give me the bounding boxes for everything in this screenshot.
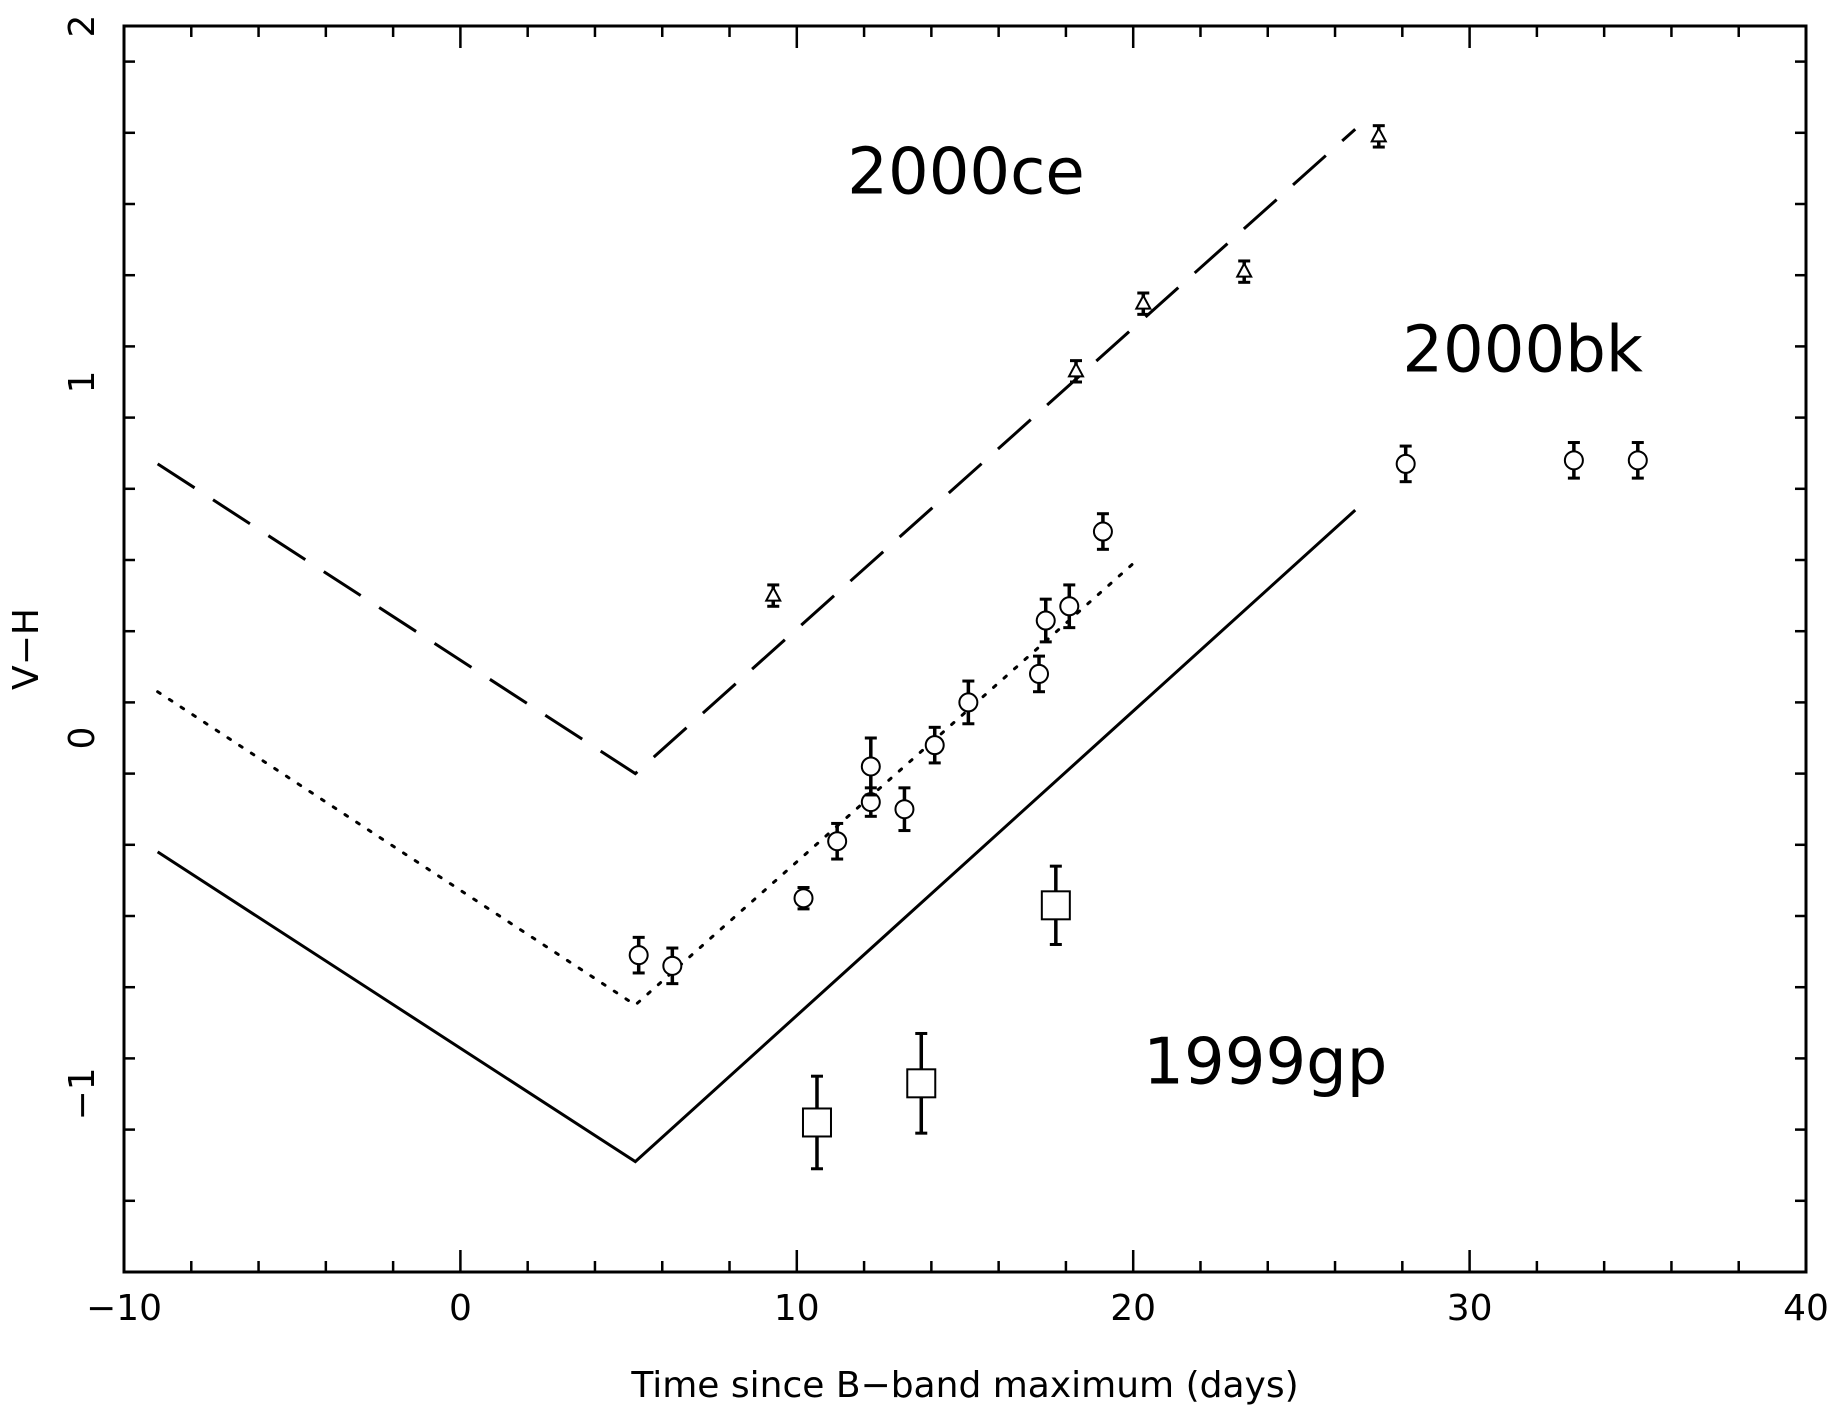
triangle-marker	[1235, 261, 1253, 278]
circle-marker	[1029, 663, 1050, 684]
data-point-2000ce	[1134, 291, 1152, 316]
data-point-1999gp	[1040, 864, 1071, 946]
square-marker	[801, 1107, 832, 1138]
y-tick-label: 0	[62, 727, 103, 750]
circle-marker	[1092, 521, 1113, 542]
data-point-2000ce	[1370, 124, 1388, 149]
square-marker	[1040, 890, 1071, 921]
data-point-2000bk	[894, 786, 915, 833]
circle-marker	[1035, 610, 1056, 631]
square-marker	[906, 1068, 937, 1099]
data-point-2000bk	[1563, 441, 1584, 480]
data-point-2000bk	[1029, 654, 1050, 694]
triangle-marker	[1067, 361, 1085, 378]
circle-marker	[628, 945, 649, 966]
circle-marker	[793, 888, 814, 909]
series-annotations: 2000ce 2000bk 1999gp	[847, 135, 1643, 1099]
data-point-2000bk	[793, 886, 814, 911]
circle-marker	[958, 692, 979, 713]
data-point-2000ce	[1235, 259, 1253, 284]
y-tick-label: −1	[62, 1067, 103, 1120]
data-point-2000bk	[827, 821, 848, 861]
data-point-2000bk	[958, 679, 979, 726]
model-line-2000ce	[156, 128, 1357, 776]
model-curves	[156, 128, 1357, 1164]
triangle-marker	[764, 585, 782, 602]
x-tick-label: 20	[1110, 1288, 1156, 1329]
x-tick-label: −10	[86, 1288, 162, 1329]
y-tick-label: 1	[62, 371, 103, 394]
x-tick-label: 0	[449, 1288, 472, 1329]
data-point-2000bk	[1035, 597, 1056, 644]
data-point-2000bk	[1092, 512, 1113, 551]
circle-marker	[1059, 596, 1080, 617]
triangle-marker	[1370, 126, 1388, 143]
circle-marker	[1563, 450, 1584, 471]
data-point-2000bk	[628, 935, 649, 975]
data-point-2000bk	[860, 736, 881, 797]
data-point-2000ce	[1067, 359, 1085, 384]
data-point-1999gp	[906, 1031, 937, 1135]
x-axis-title: Time since B−band maximum (days)	[630, 1365, 1298, 1406]
circle-marker	[662, 955, 683, 976]
model-line-2000bk	[156, 562, 1135, 1007]
data-point-2000bk	[924, 725, 945, 765]
x-tick-label: 10	[774, 1288, 820, 1329]
x-tick-label: 30	[1447, 1288, 1493, 1329]
model-line-1999gp	[156, 509, 1357, 1164]
circle-marker	[827, 831, 848, 852]
plot-frame	[122, 24, 1808, 1274]
circle-marker	[924, 735, 945, 756]
series-label-2000ce: 2000ce	[847, 135, 1084, 209]
data-points	[628, 124, 1648, 1171]
data-point-2000bk	[1059, 583, 1080, 630]
circle-marker	[1627, 450, 1648, 471]
data-point-1999gp	[801, 1074, 832, 1171]
axis-ticks	[122, 26, 1808, 1274]
y-axis-title: V−H	[6, 608, 47, 690]
data-point-2000bk	[1627, 441, 1648, 480]
series-label-1999gp: 1999gp	[1143, 1025, 1387, 1099]
data-point-2000ce	[764, 583, 782, 608]
circle-marker	[1395, 453, 1416, 474]
circle-marker	[894, 799, 915, 820]
series-label-2000bk: 2000bk	[1402, 313, 1643, 387]
triangle-marker	[1134, 293, 1152, 310]
data-point-2000bk	[1395, 444, 1416, 484]
x-tick-label: 40	[1783, 1288, 1829, 1329]
data-point-2000bk	[662, 946, 683, 986]
y-tick-label: 2	[62, 15, 103, 38]
circle-marker	[860, 756, 881, 777]
